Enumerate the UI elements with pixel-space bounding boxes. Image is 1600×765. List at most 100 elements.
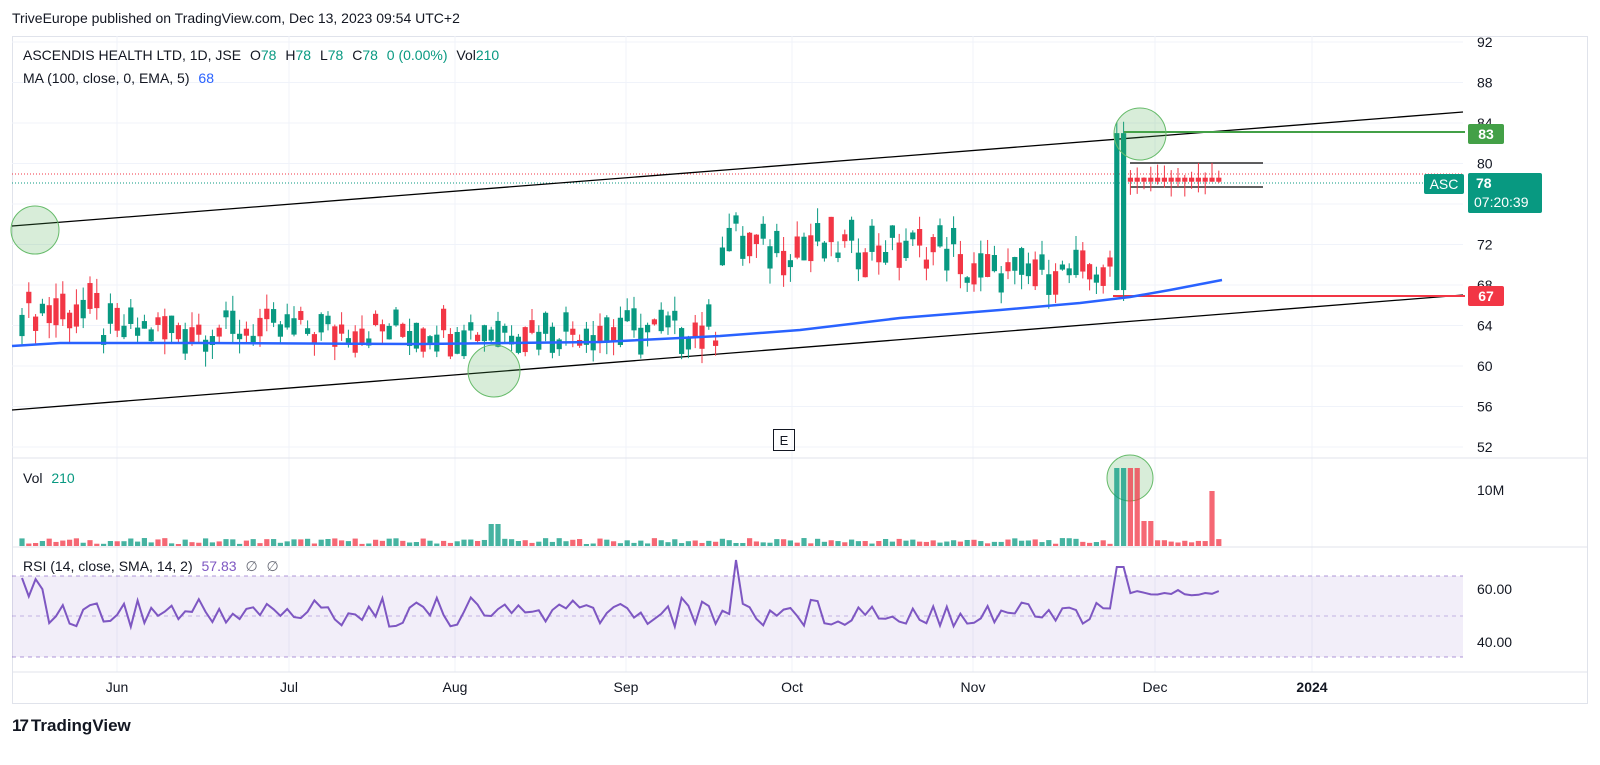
volume-bar — [305, 538, 311, 546]
candle-body — [373, 313, 379, 326]
volume-bar — [529, 542, 535, 546]
candle-body — [862, 252, 868, 278]
volume-bar — [1189, 542, 1195, 546]
candle-body — [1025, 263, 1031, 277]
candle-body — [1127, 177, 1133, 182]
volume-bar — [733, 543, 739, 546]
rsi-extra-1: ∅ — [245, 558, 258, 574]
volume-bar — [767, 542, 773, 546]
candle-body — [828, 216, 834, 243]
candle-body — [923, 259, 929, 269]
volume-bar — [230, 539, 236, 546]
candle-body — [189, 327, 195, 343]
candle-body — [944, 248, 950, 271]
volume-bar — [386, 538, 392, 546]
rsi-legend[interactable]: RSI (14, close, SMA, 14, 2) 57.83 ∅ ∅ — [23, 558, 284, 575]
tradingview-logo[interactable]: 17 TradingView — [12, 716, 131, 736]
candle-body — [651, 319, 657, 325]
candle-body — [305, 328, 311, 334]
time-axis-label: Aug — [443, 679, 468, 695]
volume-bar — [726, 540, 732, 546]
volume-legend[interactable]: Vol 210 — [23, 470, 80, 486]
candle-body — [1053, 271, 1059, 295]
ma-legend[interactable]: MA (100, close, 0, EMA, 5) 68 — [23, 70, 219, 86]
volume-bar — [271, 539, 277, 546]
volume-bar — [787, 540, 793, 546]
volume-bar — [509, 539, 515, 546]
volume-bar — [611, 541, 617, 546]
volume-bar — [597, 538, 603, 546]
candle-body — [318, 314, 324, 333]
ma-value: 68 — [198, 70, 214, 86]
volume-bar — [951, 540, 957, 546]
volume-bar — [1059, 538, 1065, 546]
volume-bar — [1216, 539, 1222, 546]
grid-lines — [12, 36, 1588, 673]
volume-bar — [1141, 521, 1147, 546]
volume-bar — [815, 538, 821, 546]
candle-body — [753, 234, 759, 245]
volume-bar — [1046, 540, 1052, 546]
candle-body — [767, 246, 773, 269]
candle-body — [801, 236, 807, 261]
rsi-value: 57.83 — [201, 558, 237, 574]
candle-body — [1168, 177, 1174, 182]
volume-bar — [162, 538, 168, 546]
volume-bar — [203, 538, 209, 546]
change-value: 0 (0.00%) — [386, 47, 448, 63]
candle-body — [583, 328, 589, 345]
volume-bar — [699, 542, 705, 546]
candle-body — [203, 339, 209, 352]
candle-body — [271, 309, 277, 323]
candle-body — [1046, 274, 1052, 295]
price-axis-label: 60 — [1477, 358, 1493, 374]
candle-body — [1148, 177, 1154, 182]
rsi-line — [21, 559, 1220, 631]
volume-value: 210 — [51, 470, 75, 486]
candle-body — [1087, 264, 1093, 280]
candle-body — [169, 315, 175, 334]
bar-countdown: 07:20:39 — [1474, 194, 1529, 210]
volume-bar — [842, 542, 848, 546]
candle-body — [645, 324, 651, 333]
lower-channel-line — [11, 294, 1464, 411]
candle-body — [101, 335, 107, 345]
volume-bar — [978, 541, 984, 546]
candle-body — [502, 325, 508, 333]
close-value: 78 — [362, 47, 378, 63]
volume-bar — [495, 524, 501, 546]
volume-bar — [284, 541, 290, 546]
volume-bar — [876, 541, 882, 546]
volume-bar — [135, 541, 141, 546]
volume-bar — [33, 543, 39, 546]
candle-body — [781, 250, 787, 276]
candle-body — [543, 312, 549, 334]
volume-bar — [189, 542, 195, 546]
volume-bar — [447, 542, 453, 546]
volume-bar — [1121, 468, 1127, 546]
candle-body — [658, 309, 664, 332]
volume-bar — [944, 541, 950, 546]
volume-bar — [216, 541, 222, 546]
candle-body — [556, 339, 562, 350]
candle-body — [747, 232, 753, 257]
candle-body — [325, 315, 331, 325]
volume-bar — [1093, 542, 1099, 546]
candle-body — [808, 235, 814, 262]
volume-bar — [298, 539, 304, 546]
candle-body — [33, 316, 39, 331]
candle-body — [1189, 177, 1195, 182]
earnings-event-marker[interactable]: E — [773, 429, 795, 451]
candle-body — [971, 263, 977, 285]
candle-body — [1107, 257, 1113, 267]
candle-body — [957, 254, 963, 275]
candle-body — [611, 327, 617, 342]
volume-bar — [1155, 540, 1161, 546]
volume-bar — [366, 543, 372, 546]
candle-body — [1019, 248, 1025, 275]
candle-body — [1155, 177, 1161, 182]
candle-body — [903, 240, 909, 259]
symbol-name: ASCENDIS HEALTH LTD, 1D, JSE — [23, 47, 242, 63]
candle-body — [1059, 264, 1065, 270]
